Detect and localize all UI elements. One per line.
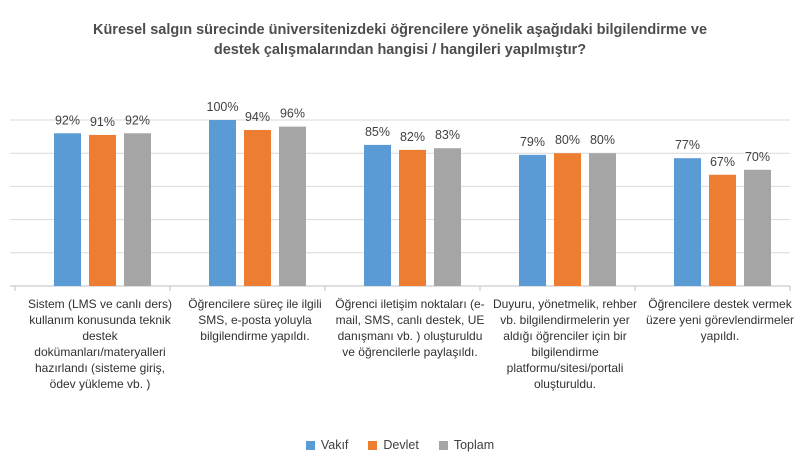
category-label-1: Sistem (LMS ve canlı ders) kullanım konu…	[27, 297, 173, 391]
bar-devlet-1	[89, 134, 116, 286]
data-label: 91%	[90, 115, 115, 129]
legend: Vakıf Devlet Toplam	[0, 438, 800, 452]
legend-swatch-vakif	[305, 440, 315, 450]
category-label-2: Öğrencilere süreç ile ilgili SMS, e-post…	[188, 297, 322, 343]
data-label: 67%	[710, 155, 735, 169]
bar-vakf-3	[364, 144, 391, 286]
bar-toplam-1	[124, 133, 151, 286]
legend-item-toplam: Toplam	[438, 438, 495, 452]
data-label: 100%	[207, 100, 239, 114]
chart-title: Küresel salgın sürecinde üniversitenizde…	[0, 20, 800, 60]
bar-toplam-4	[589, 153, 616, 286]
category-label-4: Duyuru, yönetmelik, rehber vb. bilgilend…	[492, 297, 638, 391]
legend-item-devlet: Devlet	[368, 438, 419, 452]
bar-devlet-5	[709, 174, 736, 286]
data-label: 80%	[555, 133, 580, 147]
data-label: 70%	[745, 150, 770, 164]
category-label-3: Öğrenci iletişim noktaları (e-mail, SMS,…	[335, 297, 485, 359]
legend-swatch-toplam	[438, 440, 448, 450]
legend-label-toplam: Toplam	[453, 438, 495, 452]
bar-devlet-2	[244, 129, 271, 286]
bar-toplam-5	[744, 169, 771, 286]
data-label: 85%	[365, 125, 390, 139]
bar-toplam-3	[434, 148, 461, 286]
data-label: 82%	[400, 130, 425, 144]
chart-title-line2: destek çalışmalarından hangisi / hangile…	[213, 42, 587, 58]
bar-vakf-4	[519, 154, 546, 286]
bar-toplam-2	[279, 126, 306, 286]
data-label: 77%	[675, 138, 700, 152]
data-label: 96%	[280, 107, 305, 121]
legend-item-vakif: Vakıf	[305, 438, 349, 452]
data-label: 83%	[435, 128, 460, 142]
data-label: 92%	[55, 113, 80, 127]
chart-title-line1: Küresel salgın sürecinde üniversitenizde…	[92, 22, 708, 38]
legend-label-devlet: Devlet	[383, 438, 419, 452]
data-label: 79%	[520, 135, 545, 149]
legend-label-vakif: Vakıf	[320, 438, 349, 452]
data-label: 94%	[245, 110, 270, 124]
data-label: 80%	[590, 133, 615, 147]
bar-vakf-5	[674, 158, 701, 286]
bar-devlet-3	[399, 149, 426, 286]
category-label-5: Öğrencilere destek vermek üzere yeni gör…	[645, 297, 795, 343]
bar-devlet-4	[554, 153, 581, 286]
legend-swatch-devlet	[368, 440, 378, 450]
bar-vakf-2	[209, 120, 236, 286]
data-label: 92%	[125, 113, 150, 127]
bar-vakf-1	[54, 133, 81, 286]
